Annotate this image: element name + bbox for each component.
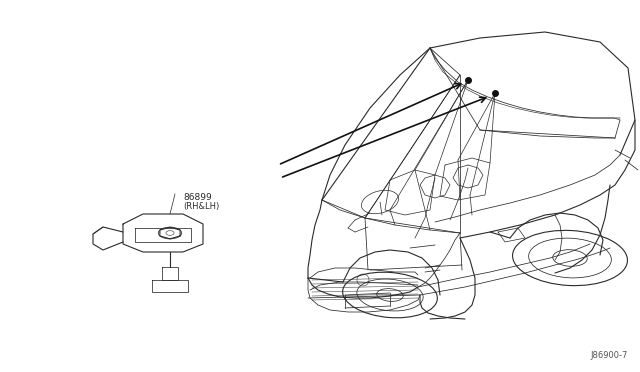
Text: J86900-7: J86900-7 [591, 351, 628, 360]
Text: (RH&LH): (RH&LH) [183, 202, 220, 211]
Text: 86899: 86899 [183, 193, 212, 202]
